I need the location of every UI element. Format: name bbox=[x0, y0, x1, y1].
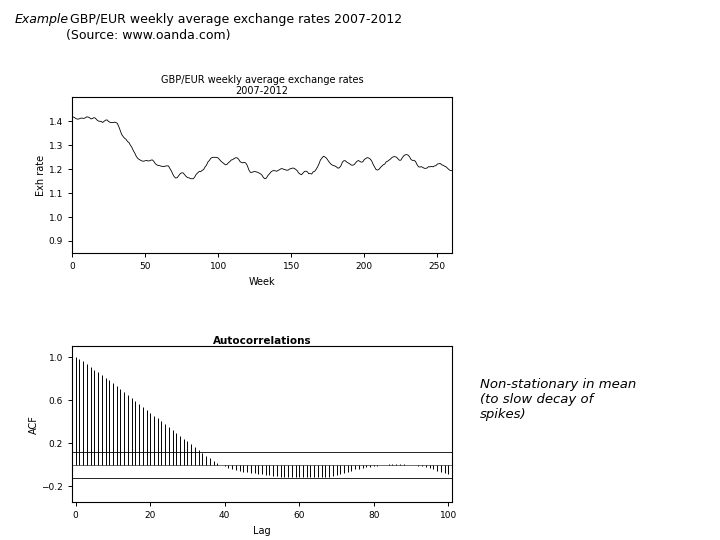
Text: Non-stationary in mean
(to slow decay of
spikes): Non-stationary in mean (to slow decay of… bbox=[480, 377, 636, 421]
Title: Autocorrelations: Autocorrelations bbox=[212, 336, 311, 346]
Text: GBP/EUR weekly average exchange rates 2007-2012
(Source: www.oanda.com): GBP/EUR weekly average exchange rates 20… bbox=[66, 14, 402, 42]
X-axis label: Week: Week bbox=[248, 276, 275, 287]
Text: Example: Example bbox=[14, 14, 68, 26]
Title: GBP/EUR weekly average exchange rates
2007-2012: GBP/EUR weekly average exchange rates 20… bbox=[161, 75, 364, 97]
X-axis label: Lag: Lag bbox=[253, 526, 271, 536]
Y-axis label: Exh rate: Exh rate bbox=[36, 154, 46, 195]
Y-axis label: ACF: ACF bbox=[29, 415, 38, 434]
